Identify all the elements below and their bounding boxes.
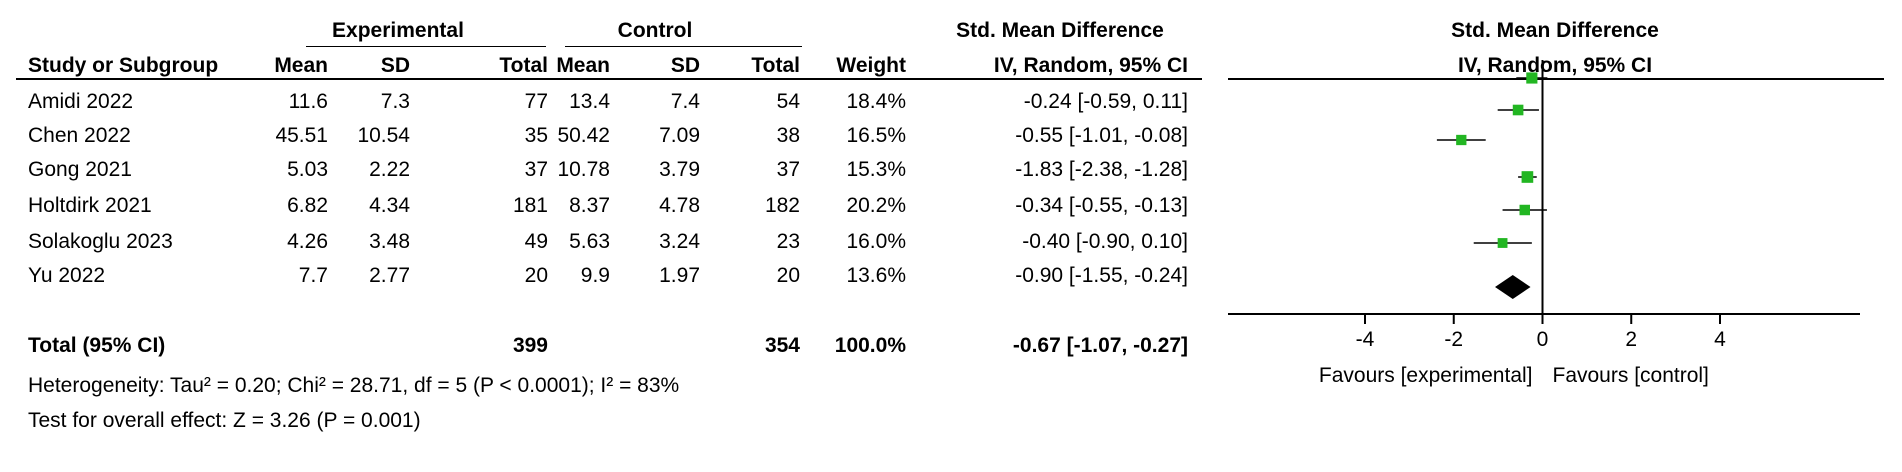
x-tick-label: 0: [1537, 328, 1549, 351]
col-c-total: Total: [751, 54, 800, 77]
ci-text: -0.90 [-1.55, -0.24]: [1015, 264, 1188, 287]
c-total: 38: [776, 124, 800, 147]
e-mean: 4.26: [287, 230, 328, 253]
study-name: Solakoglu 2023: [28, 230, 173, 253]
heterogeneity-stats: Heterogeneity: Tau² = 0.20; Chi² = 28.71…: [28, 374, 680, 397]
plot-header-rule: [1228, 78, 1884, 80]
col-e-total: Total: [499, 54, 548, 77]
ci-text: -1.83 [-2.38, -1.28]: [1015, 158, 1188, 181]
e-mean: 5.03: [287, 158, 328, 181]
header-control: Control: [617, 19, 693, 42]
x-tick-label: 4: [1714, 328, 1726, 351]
forest-plot: -4 -2 0 2 4 Favours [experimental] Favours [co…: [1228, 60, 1860, 387]
control-underline: [565, 46, 802, 47]
header-experimental: Experimental: [332, 19, 464, 42]
study-name: Chen 2022: [28, 124, 131, 147]
col-c-mean: Mean: [556, 54, 610, 77]
e-total: 77: [524, 90, 548, 113]
pooled-diamond: [1495, 275, 1531, 299]
c-mean: 5.63: [569, 230, 610, 253]
study-marker: [1526, 72, 1538, 84]
c-mean: 8.37: [569, 194, 610, 217]
e-sd: 3.48: [369, 230, 410, 253]
study-name: Amidi 2022: [28, 90, 134, 113]
col-weight: Weight: [836, 54, 906, 77]
c-total: 37: [776, 158, 800, 181]
e-sd: 10.54: [357, 124, 410, 147]
x-tick-label: 2: [1625, 328, 1637, 351]
study-marker: [1519, 204, 1530, 216]
e-mean: 6.82: [287, 194, 328, 217]
col-method: IV, Random, 95% CI: [993, 54, 1188, 77]
col-study: Study or Subgroup: [28, 54, 219, 77]
favours-control-label: Favours [control]: [1553, 364, 1709, 387]
c-total: 182: [764, 194, 800, 217]
ci-text: -0.55 [-1.01, -0.08]: [1015, 124, 1188, 147]
e-total: 20: [524, 264, 548, 287]
c-total: 20: [776, 264, 800, 287]
e-sd: 2.22: [369, 158, 410, 181]
experimental-underline: [306, 46, 546, 47]
c-total: 23: [776, 230, 800, 253]
study-marker: [1512, 104, 1524, 116]
e-sd: 7.3: [380, 90, 410, 113]
c-mean: 13.4: [569, 90, 610, 113]
c-mean: 10.78: [557, 158, 610, 181]
ci-text: -0.34 [-0.55, -0.13]: [1015, 194, 1188, 217]
favours-experimental-label: Favours [experimental]: [1319, 364, 1533, 387]
c-total: 54: [776, 90, 800, 113]
weight: 13.6%: [846, 264, 906, 287]
total-e-total: 399: [512, 334, 548, 357]
e-total: 37: [524, 158, 548, 181]
col-e-mean: Mean: [274, 54, 328, 77]
e-sd: 4.34: [369, 194, 410, 217]
col-c-sd: SD: [670, 54, 700, 77]
c-sd: 3.79: [659, 158, 700, 181]
total-weight: 100.0%: [834, 334, 906, 357]
c-sd: 7.4: [670, 90, 700, 113]
plot-heading: Std. Mean Difference: [1451, 19, 1659, 42]
e-mean: 7.7: [298, 264, 328, 287]
study-marker: [1456, 134, 1467, 146]
c-mean: 50.42: [557, 124, 610, 147]
weight: 18.4%: [846, 90, 906, 113]
e-total: 49: [524, 230, 548, 253]
study-name: Yu 2022: [28, 264, 106, 287]
study-marker: [1497, 238, 1508, 248]
study-marker: [1521, 171, 1534, 183]
e-total: 35: [524, 124, 548, 147]
plot-method: IV, Random, 95% CI: [1457, 54, 1653, 77]
e-sd: 2.77: [369, 264, 410, 287]
ci-text: -0.24 [-0.59, 0.11]: [1023, 90, 1188, 113]
overall-effect: Test for overall effect: Z = 3.26 (P = 0…: [28, 409, 421, 432]
total-label: Total (95% CI): [28, 334, 166, 357]
study-name: Holtdirk 2021: [28, 194, 152, 217]
header-smd: Std. Mean Difference: [956, 19, 1164, 42]
c-sd: 4.78: [659, 194, 700, 217]
total-ci-text: -0.67 [-1.07, -0.27]: [1012, 334, 1188, 357]
weight: 15.3%: [846, 158, 906, 181]
x-tick-label: -2: [1444, 328, 1463, 351]
study-name: Gong 2021: [28, 158, 132, 181]
ci-text: -0.40 [-0.90, 0.10]: [1022, 230, 1188, 253]
col-e-sd: SD: [380, 54, 410, 77]
c-sd: 3.24: [659, 230, 700, 253]
weight: 16.5%: [846, 124, 906, 147]
weight: 16.0%: [846, 230, 906, 253]
c-sd: 7.09: [659, 124, 700, 147]
c-sd: 1.97: [659, 264, 700, 287]
e-mean: 45.51: [275, 124, 328, 147]
total-c-total: 354: [764, 334, 800, 357]
table-header-rule: [16, 78, 1202, 80]
c-mean: 9.9: [580, 264, 610, 287]
e-total: 181: [512, 194, 548, 217]
e-mean: 11.6: [288, 90, 328, 113]
x-tick-label: -4: [1356, 328, 1375, 351]
weight: 20.2%: [846, 194, 906, 217]
